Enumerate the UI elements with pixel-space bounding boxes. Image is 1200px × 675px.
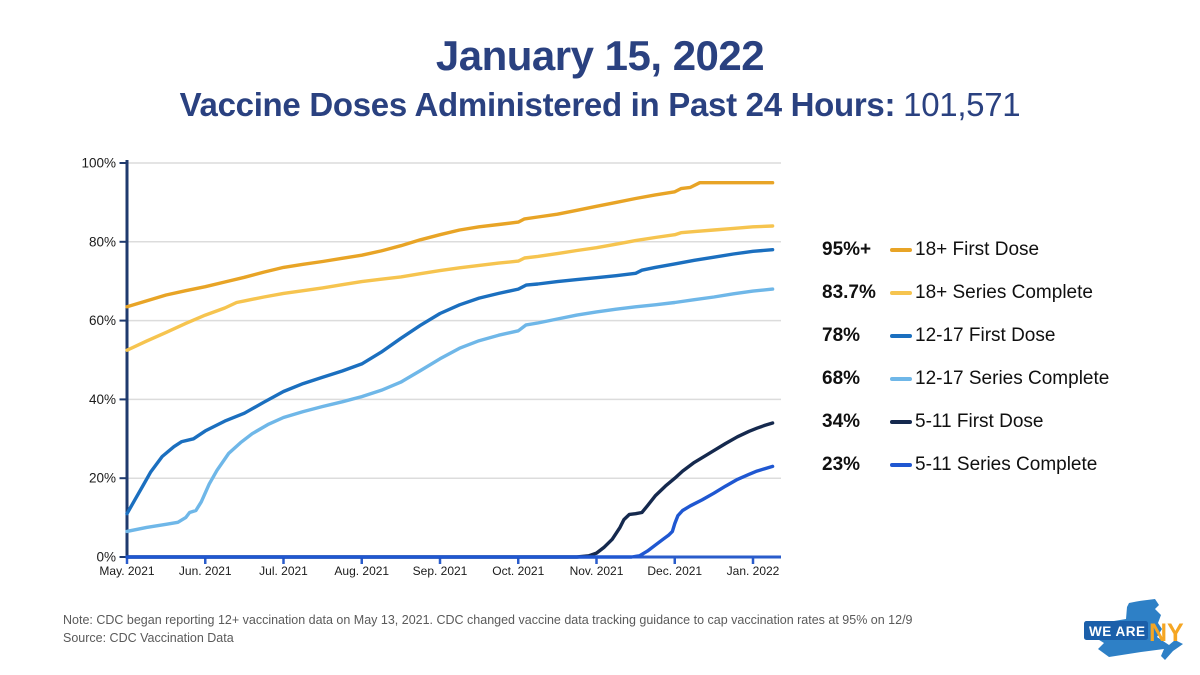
x-tick-label-sep-2021: Sep. 2021	[413, 564, 468, 578]
series-line-12-17-series-complete	[125, 287, 775, 534]
x-tick-label-may-2021: May. 2021	[99, 564, 154, 578]
y-tick-label-20: 20%	[89, 471, 116, 486]
legend-value-18-series-complete: 83.7%	[822, 281, 876, 303]
legend-value-5-11-series-complete: 23%	[822, 453, 861, 475]
subtitle-label: Vaccine Doses Administered in Past 24 Ho…	[179, 86, 896, 123]
legend-value-5-11-first-dose: 34%	[822, 410, 861, 432]
note-text: Note: CDC began reporting 12+ vaccinatio…	[63, 613, 913, 627]
y-tick-label-80: 80%	[89, 234, 116, 249]
legend-swatch-12-17-series-complete	[890, 376, 912, 381]
legend-label-18-series-complete: 18+ Series Complete	[915, 281, 1093, 303]
page-title: January 15, 2022	[435, 32, 765, 79]
chart-legend: 95%+ 18+ First Dose 83.7% 18+ Series Comple…	[822, 228, 1192, 486]
legend-label-12-17-series-complete: 12-17 Series Complete	[915, 367, 1110, 389]
chart-canvas: 0% 20% 40% 60% 80% 100% May. 2021 Jun. 2021 Jul.…	[81, 156, 781, 578]
subtitle: Vaccine Doses Administered in Past 24 Ho…	[0, 86, 1200, 124]
legend-row-5-11-series-complete: 23% 5-11 Series Complete	[822, 443, 1192, 486]
series-line-5-11-first-dose	[125, 421, 775, 559]
legend-row-5-11-first-dose: 34% 5-11 First Dose	[822, 400, 1192, 443]
legend-row-18-first-dose: 95%+ 18+ First Dose	[822, 228, 1192, 271]
legend-row-12-17-series-complete: 68% 12-17 Series Complete	[822, 357, 1192, 400]
legend-label-5-11-first-dose: 5-11 First Dose	[915, 410, 1044, 432]
legend-swatch-5-11-first-dose	[890, 419, 912, 424]
source-text: Source: CDC Vaccination Data	[63, 630, 234, 645]
legend-swatch-18-series-complete	[890, 290, 912, 295]
series-line-18-first-dose	[125, 181, 775, 309]
logo-band	[1084, 621, 1148, 640]
legend-row-18-series-complete: 83.7% 18+ Series Complete	[822, 271, 1192, 314]
legend-value-18-first-dose: 95%+	[822, 238, 872, 260]
series-line-18-series-complete	[125, 224, 775, 352]
ny-state-icon: WE ARE NY	[1084, 599, 1184, 660]
y-tick-label-0: 0%	[96, 550, 116, 565]
x-tick-label-dec-2021: Dec. 2021	[647, 564, 702, 578]
legend-value-12-17-first-dose: 78%	[822, 324, 861, 346]
legend-label-5-11-series-complete: 5-11 Series Complete	[915, 453, 1098, 475]
x-tick-label-jun-2021: Jun. 2021	[179, 564, 232, 578]
legend-label-18-first-dose: 18+ First Dose	[915, 238, 1040, 260]
legend-swatch-5-11-series-complete	[890, 462, 912, 467]
x-tick-label-jan-2022: Jan. 2022	[727, 564, 780, 578]
legend-swatch-18-first-dose	[890, 247, 912, 252]
vaccination-line-chart: 0% 20% 40% 60% 80% 100% May. 2021 Jun. 2021 Jul.…	[50, 148, 800, 595]
series-line-5-11-series-complete	[125, 464, 775, 559]
legend-value-12-17-series-complete: 68%	[822, 367, 861, 389]
y-tick-label-60: 60%	[89, 313, 116, 328]
series-line-12-17-first-dose	[125, 248, 775, 516]
legend-row-12-17-first-dose: 78% 12-17 First Dose	[822, 314, 1192, 357]
footnotes: Note: CDC began reporting 12+ vaccinatio…	[63, 612, 983, 647]
legend-swatch-12-17-first-dose	[890, 333, 912, 338]
legend-label-12-17-first-dose: 12-17 First Dose	[915, 324, 1056, 346]
logo-ny-text: NY	[1149, 619, 1184, 647]
x-tick-label-nov-2021: Nov. 2021	[570, 564, 624, 578]
x-tick-label-aug-2021: Aug. 2021	[334, 564, 389, 578]
logo-we-are-text: WE ARE	[1089, 624, 1146, 639]
y-tick-label-100: 100%	[81, 156, 116, 171]
y-tick-label-40: 40%	[89, 392, 116, 407]
we-are-ny-logo: WE ARE NY	[1083, 594, 1195, 668]
x-tick-label-jul-2021: Jul. 2021	[259, 564, 308, 578]
subtitle-value: 101,571	[903, 86, 1021, 123]
x-tick-label-oct-2021: Oct. 2021	[492, 564, 544, 578]
